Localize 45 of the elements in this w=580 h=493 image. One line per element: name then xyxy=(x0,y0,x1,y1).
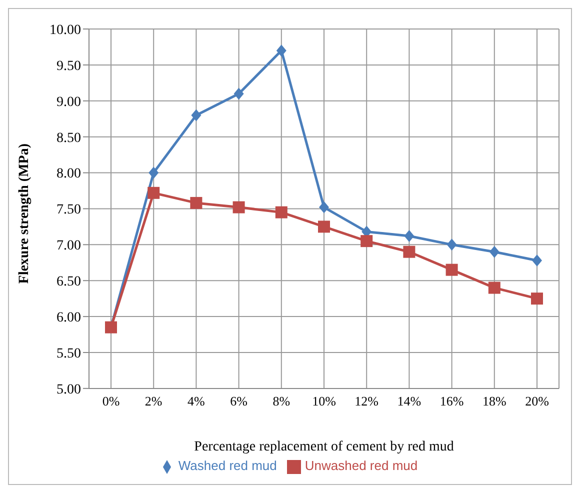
point xyxy=(319,201,329,214)
point xyxy=(276,44,286,57)
point xyxy=(190,196,202,209)
x-axis-title: Percentage replacement of cement by red mud xyxy=(194,439,454,454)
y-tick-label: 9.50 xyxy=(56,58,81,74)
legend-label: Washed red mud xyxy=(178,458,277,474)
x-tick-label: 4% xyxy=(188,394,206,409)
y-tick-label: 6.50 xyxy=(56,274,81,290)
point xyxy=(360,235,373,248)
legend-label: Unwashed red mud xyxy=(304,458,418,474)
x-tick-label: 0% xyxy=(102,394,120,409)
point xyxy=(191,109,202,122)
point xyxy=(531,292,543,305)
y-tick-label: 10.00 xyxy=(50,22,81,38)
x-tick-label: 12% xyxy=(354,394,379,409)
point xyxy=(234,88,244,100)
point xyxy=(403,246,416,258)
y-tick-label: 7.50 xyxy=(56,202,81,218)
x-tick-label: 16% xyxy=(440,394,464,409)
x-tick-label: 18% xyxy=(482,394,506,409)
x-tick-label: 6% xyxy=(230,394,248,409)
y-tick-label: 5.00 xyxy=(56,382,81,398)
y-tick-label: 5.50 xyxy=(56,346,81,362)
point xyxy=(446,264,458,276)
x-tick-label: 14% xyxy=(397,394,422,409)
x-tick-label: 2% xyxy=(144,394,162,409)
y-axis-title: Flexure strength (MPa) xyxy=(16,143,32,284)
point xyxy=(404,230,414,242)
point xyxy=(489,246,500,258)
point xyxy=(232,201,245,214)
x-tick-label: 10% xyxy=(312,394,336,409)
y-tick-label: 8.50 xyxy=(56,130,81,146)
y-tick-label: 7.00 xyxy=(56,238,81,254)
y-tick-label: 6.00 xyxy=(56,310,81,326)
x-tick-label: 20% xyxy=(525,394,550,409)
y-tick-label: 9.00 xyxy=(56,94,81,110)
point xyxy=(275,206,288,218)
point xyxy=(446,238,457,251)
y-tick-label: 8.00 xyxy=(56,166,81,182)
point xyxy=(532,254,542,266)
point xyxy=(488,282,500,294)
x-tick-label: 8% xyxy=(272,394,290,409)
point xyxy=(318,220,330,233)
point xyxy=(148,186,160,199)
point xyxy=(148,166,159,179)
